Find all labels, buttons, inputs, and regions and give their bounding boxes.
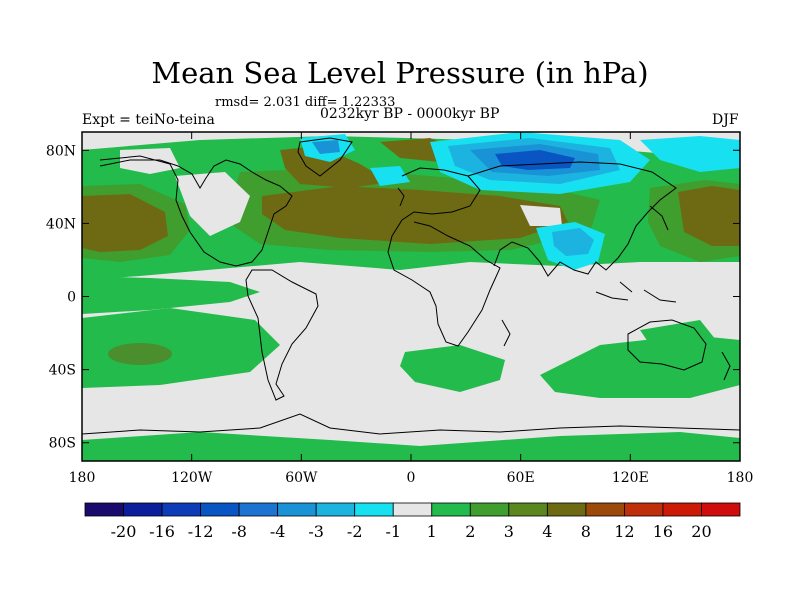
coast-madagascar <box>501 319 511 347</box>
coast-japan <box>649 205 669 231</box>
colorbar-swatch <box>277 502 317 517</box>
lon-label: 180 <box>727 470 754 486</box>
lat-label: 0 <box>67 290 76 306</box>
colorbar: -20 -16 -12 -8 -4 -3 -2 -1 1 2 3 4 8 12 16 20 <box>84 502 741 541</box>
experiment-label: Expt = teiNo-teina <box>82 112 215 128</box>
colorbar-label: 4 <box>542 522 552 541</box>
coast-indonesia <box>595 281 677 303</box>
colorbar-label: 16 <box>653 522 673 541</box>
green-band-central <box>82 276 260 314</box>
lightblue-tibet <box>552 228 594 256</box>
coast-antarctica <box>82 413 740 435</box>
colorbar-label: -16 <box>149 522 175 541</box>
green-band-pacific-south <box>82 308 280 388</box>
cyan-arctic-east <box>640 136 740 172</box>
colorbar-swatch <box>161 502 201 517</box>
lon-label: 60W <box>285 470 318 486</box>
lon-label: 120E <box>612 470 649 486</box>
colorbar-label: 20 <box>691 522 711 541</box>
rmsd-stats: rmsd= 2.031 diff= 1.22333 <box>215 95 396 110</box>
map-title: Mean Sea Level Pressure (in hPa) <box>151 56 649 90</box>
green-band-antarctic <box>82 432 740 461</box>
colorbar-swatch <box>662 502 702 517</box>
colorbar-swatch <box>469 502 510 517</box>
green-band-atlantic-south <box>400 345 505 392</box>
grey-patch-caspian <box>520 205 562 226</box>
colorbar-label: 8 <box>581 522 591 541</box>
colorbar-swatch <box>508 502 548 517</box>
grey-patch-alaska <box>120 148 180 174</box>
colorbar-label: 12 <box>614 522 634 541</box>
colorbar-swatch <box>585 502 625 517</box>
colorbar-swatch <box>238 502 279 517</box>
colorbar-swatch <box>431 502 471 517</box>
colorbar-label: 2 <box>465 522 475 541</box>
colorbar-swatch <box>546 502 587 517</box>
colorbar-swatch <box>315 502 356 517</box>
colorbar-label: -20 <box>111 522 137 541</box>
brown-west-pacific <box>678 186 740 246</box>
anomaly-field <box>82 132 740 461</box>
colorbar-swatch <box>123 502 163 517</box>
blue-greenland <box>312 140 340 154</box>
colorbar-swatch <box>392 502 433 517</box>
colorbar-label: 1 <box>427 522 437 541</box>
latitude-axis: 80N 40N 0 40S 80S <box>46 143 740 452</box>
coast-new-zealand <box>721 351 731 381</box>
colorbar-label: 3 <box>504 522 514 541</box>
cyan-north-scandinavia <box>370 166 410 186</box>
lat-label: 40S <box>49 363 76 379</box>
coastlines <box>82 137 740 435</box>
colorbar-swatch <box>701 502 741 517</box>
coast-europe-africa <box>387 167 501 347</box>
lon-label: 0 <box>407 470 416 486</box>
colorbar-label: -8 <box>231 522 247 541</box>
colorbar-label: -2 <box>347 522 363 541</box>
colorbar-swatch <box>84 502 124 517</box>
brown-north-atlantic <box>262 186 568 244</box>
lat-label: 80N <box>46 143 76 159</box>
longitude-axis: 180 120W 60W 0 60E 120E 180 <box>69 132 754 486</box>
colorbar-swatch <box>624 502 664 517</box>
coast-greenland <box>297 137 353 177</box>
coast-uk <box>397 187 405 207</box>
green-patch-australia <box>640 320 720 365</box>
brownish-patch-south-pacific <box>108 343 172 365</box>
colorbar-swatch <box>354 502 394 517</box>
grey-patch-canada <box>175 172 250 236</box>
brown-north-pacific <box>82 194 168 252</box>
coast-australia <box>627 319 707 371</box>
coast-north-america <box>99 155 293 267</box>
coast-south-america <box>245 269 319 401</box>
colorbar-label: -1 <box>385 522 401 541</box>
period-label: 0232kyr BP - 0000kyr BP <box>320 106 500 122</box>
colorbar-swatch <box>200 502 240 517</box>
lon-label: 180 <box>69 470 96 486</box>
lon-label: 60E <box>507 470 535 486</box>
colorbar-label: -4 <box>270 522 286 541</box>
lat-label: 40N <box>46 216 76 232</box>
lat-label: 80S <box>49 436 76 452</box>
coast-asia <box>467 161 677 277</box>
season-label: DJF <box>712 112 739 128</box>
lon-label: 120W <box>171 470 213 486</box>
colorbar-label: -3 <box>308 522 324 541</box>
colorbar-label: -12 <box>188 522 214 541</box>
